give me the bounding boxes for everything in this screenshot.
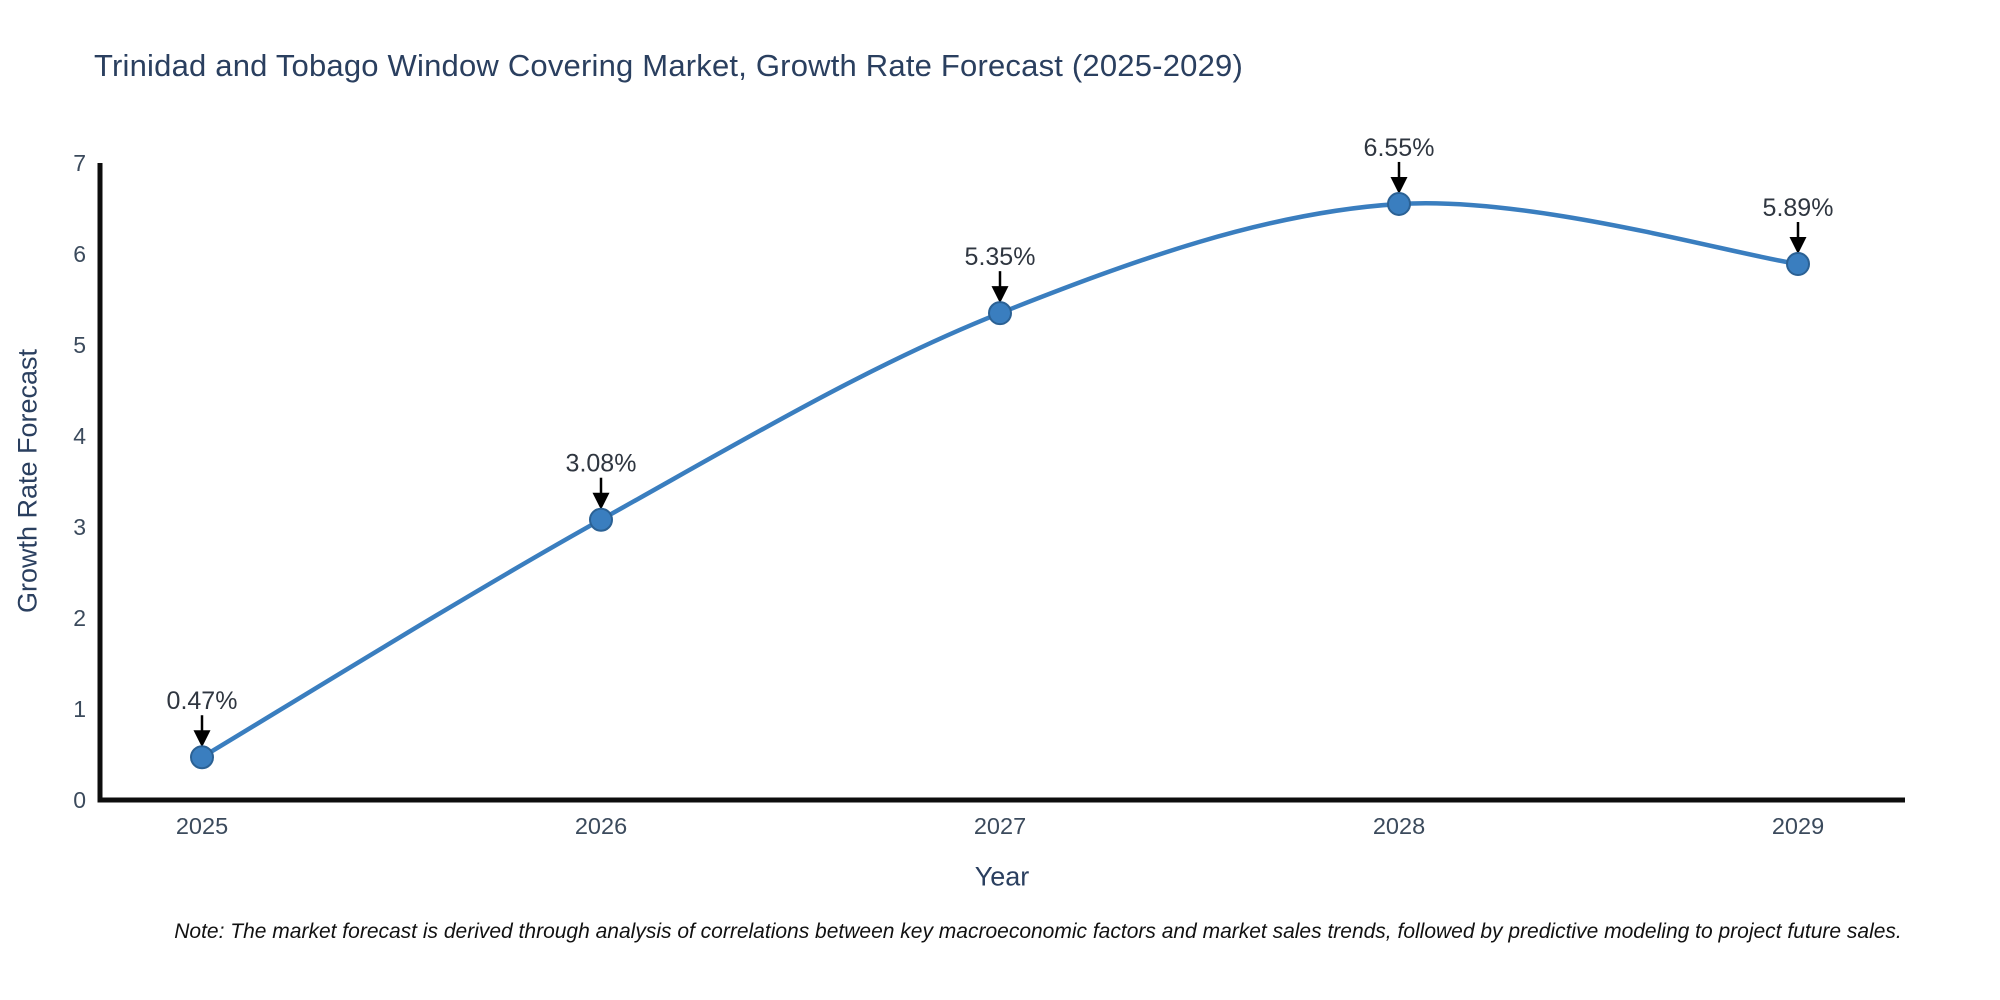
data-point-marker[interactable] <box>190 745 214 770</box>
footnote: Note: The market forecast is derived thr… <box>174 920 1902 943</box>
x-tick-label: 2028 <box>1373 813 1425 839</box>
y-tick-label: 7 <box>73 150 86 176</box>
y-tick-label: 6 <box>73 241 86 267</box>
data-point-label: 6.55% <box>1364 134 1435 162</box>
x-tick-label: 2027 <box>974 813 1026 839</box>
y-tick-label: 3 <box>73 514 86 540</box>
y-tick-label: 2 <box>73 605 86 631</box>
data-point-label: 5.35% <box>965 243 1036 271</box>
annotation-arrowhead <box>1390 176 1408 194</box>
x-tick-label: 2026 <box>575 813 627 839</box>
chart-title: Trinidad and Tobago Window Covering Mark… <box>94 48 1243 83</box>
data-point-marker[interactable] <box>1786 252 1810 277</box>
data-point-label: 5.89% <box>1763 194 1834 222</box>
annotation-arrowhead <box>1789 237 1807 255</box>
data-point-label: 0.47% <box>167 687 238 715</box>
annotation-arrowhead <box>193 730 211 748</box>
data-point-label: 3.08% <box>566 450 637 478</box>
y-tick-label: 0 <box>73 787 86 813</box>
x-axis-title: Year <box>974 861 1030 892</box>
data-point-marker[interactable] <box>1387 191 1411 216</box>
x-tick-label: 2029 <box>1772 813 1824 839</box>
y-axis-title: Growth Rate Forecast <box>12 348 43 614</box>
data-point-marker[interactable] <box>589 507 613 532</box>
annotation-arrowhead <box>592 492 610 510</box>
data-point-marker[interactable] <box>988 301 1012 326</box>
annotation-arrowhead <box>991 286 1009 304</box>
y-tick-label: 4 <box>73 423 86 449</box>
y-tick-label: 1 <box>73 696 86 722</box>
x-tick-label: 2025 <box>176 813 228 839</box>
y-tick-label: 5 <box>73 332 86 358</box>
